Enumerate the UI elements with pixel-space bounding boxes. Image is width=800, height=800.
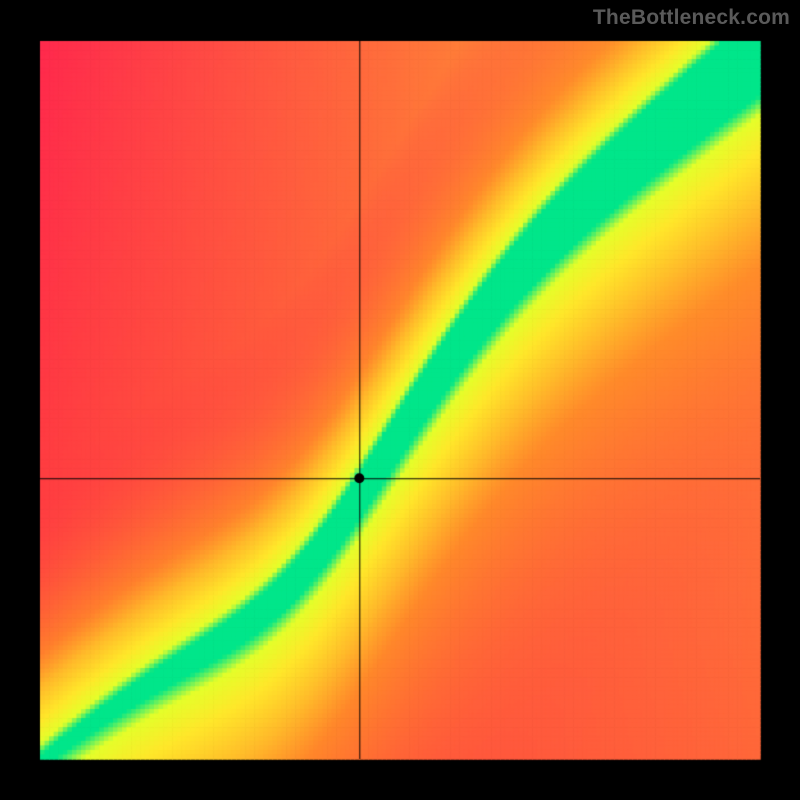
watermark-text: TheBottleneck.com: [593, 6, 790, 30]
heatmap-canvas: [0, 0, 800, 800]
